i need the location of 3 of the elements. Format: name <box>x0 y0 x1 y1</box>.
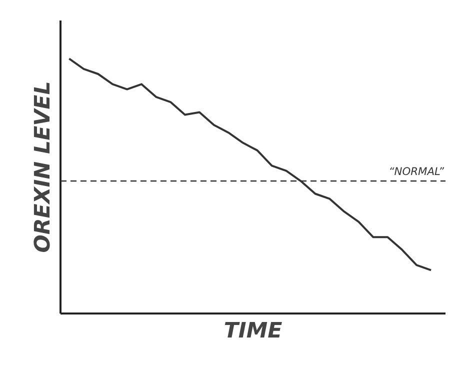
x-axis-title: TIME <box>224 318 283 344</box>
y-axis-title: OREXIN LEVEL <box>30 81 56 253</box>
ref-line-label: “NORMAL” <box>388 165 445 178</box>
